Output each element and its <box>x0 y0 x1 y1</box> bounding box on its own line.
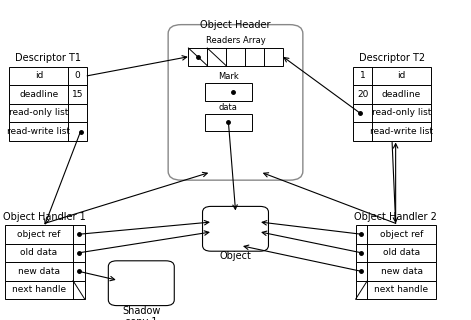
Text: read-write list: read-write list <box>8 127 70 136</box>
Bar <box>188 48 283 66</box>
Text: Object Header: Object Header <box>200 20 271 30</box>
Text: new data: new data <box>18 267 60 276</box>
Text: next handle: next handle <box>374 285 429 294</box>
Text: Readers Array: Readers Array <box>206 36 265 45</box>
Bar <box>356 244 436 262</box>
Bar <box>5 225 85 244</box>
Text: id: id <box>35 71 43 80</box>
Bar <box>9 85 87 104</box>
Bar <box>353 122 431 141</box>
Text: 20: 20 <box>357 90 368 99</box>
Bar <box>356 225 436 244</box>
Bar <box>353 67 431 85</box>
Text: object ref: object ref <box>380 230 423 239</box>
Text: old data: old data <box>383 248 420 257</box>
Bar <box>5 262 85 281</box>
Bar <box>205 83 252 101</box>
Text: Descriptor T1: Descriptor T1 <box>15 53 81 63</box>
Text: Object Handler 2: Object Handler 2 <box>354 212 437 222</box>
Bar <box>356 281 436 299</box>
Text: 0: 0 <box>75 71 81 80</box>
Text: object ref: object ref <box>17 230 61 239</box>
Text: Mark: Mark <box>218 72 239 81</box>
Bar <box>5 281 85 299</box>
Bar <box>353 104 431 122</box>
Text: read-write list: read-write list <box>370 127 433 136</box>
Text: deadline: deadline <box>382 90 421 99</box>
Bar <box>9 122 87 141</box>
Text: 1: 1 <box>360 71 365 80</box>
Bar <box>356 262 436 281</box>
Bar <box>9 67 87 85</box>
Text: data: data <box>219 103 238 112</box>
Text: new data: new data <box>381 267 422 276</box>
FancyBboxPatch shape <box>108 261 174 306</box>
FancyBboxPatch shape <box>168 25 303 180</box>
Text: read-only list: read-only list <box>9 108 69 117</box>
FancyBboxPatch shape <box>203 206 268 251</box>
Text: next handle: next handle <box>12 285 66 294</box>
Text: id: id <box>398 71 406 80</box>
Text: 15: 15 <box>72 90 83 99</box>
Text: Descriptor T2: Descriptor T2 <box>359 53 425 63</box>
Text: Object: Object <box>219 251 252 261</box>
Bar <box>205 114 252 131</box>
Text: old data: old data <box>20 248 57 257</box>
Bar <box>9 104 87 122</box>
Bar <box>353 85 431 104</box>
Text: Object Handler 1: Object Handler 1 <box>3 212 86 222</box>
Text: deadline: deadline <box>19 90 58 99</box>
Text: read-only list: read-only list <box>372 108 431 117</box>
Bar <box>5 244 85 262</box>
Text: Shadow
copy 1: Shadow copy 1 <box>122 306 161 320</box>
